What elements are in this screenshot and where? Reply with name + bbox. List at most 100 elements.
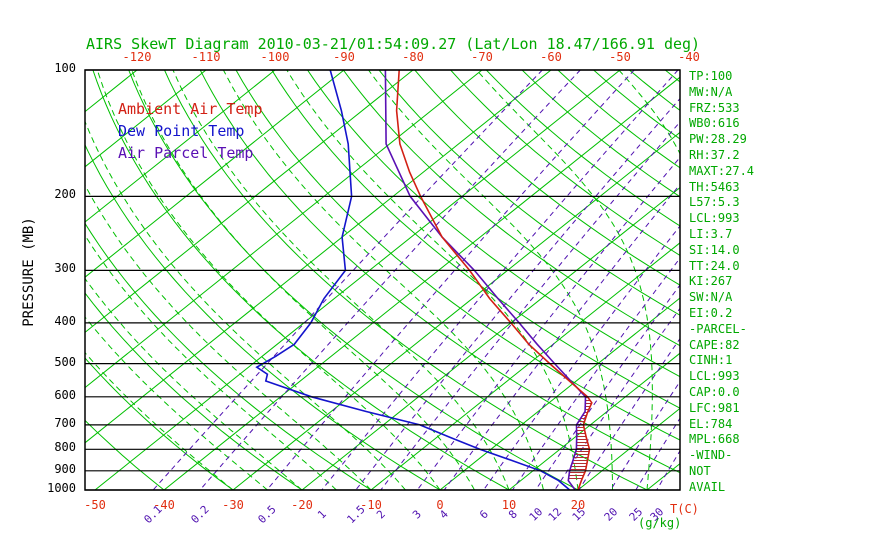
moist-adiabat-line (85, 184, 372, 490)
mixing-ratio-line (152, 70, 543, 490)
stat-line: LCL:993 (689, 369, 740, 384)
dry-adiabat-line (92, 70, 510, 490)
top-temp-tick: -100 (260, 50, 290, 64)
bottom-temp-tick: -20 (291, 498, 313, 512)
isotherm-line (508, 352, 680, 490)
stat-line: PW:28.29 (689, 132, 747, 147)
dry-adiabat-line (737, 70, 870, 490)
dry-adiabat-line (629, 70, 680, 112)
cin-hatch-region (568, 396, 592, 481)
temp-axis-unit-label: T(C) (670, 502, 699, 516)
stat-line: -WIND- (689, 448, 733, 463)
dry-adiabat-line (342, 70, 680, 347)
stat-line: RH:37.2 (689, 148, 740, 162)
moist-adiabat-line (96, 70, 441, 490)
isotherm-line (85, 70, 345, 278)
bottom-temp-tick: 0 (436, 498, 444, 512)
top-temp-tick: -60 (540, 50, 562, 64)
stat-line: CAP:0.0 (689, 385, 740, 399)
dry-adiabat-line (85, 357, 234, 490)
stat-line: LFC:981 (689, 400, 740, 415)
mixing-ratio-line (416, 156, 680, 490)
dry-adiabat-line (85, 292, 303, 490)
stat-line: CINH:1 (689, 353, 733, 368)
isotherm-line (85, 70, 276, 223)
pressure-tick: 1000 (47, 481, 76, 495)
isotherm-line (577, 407, 680, 490)
isotherm-line (301, 186, 680, 490)
pressure-tick: 300 (54, 261, 76, 276)
mixing-ratio-line (554, 307, 680, 490)
stat-line: MW:N/A (689, 84, 733, 99)
mixing-ratio-line (483, 225, 680, 490)
dry-adiabat-line (557, 70, 680, 169)
stat-line: EI:0.2 (689, 306, 733, 320)
stat-line: AVAIL (689, 479, 726, 494)
pressure-tick: 400 (54, 313, 76, 328)
moist-adiabat-line (172, 70, 510, 490)
mixing-ratio-line (355, 97, 680, 490)
moist-adiabat-line (222, 70, 544, 490)
moist-adiabat-line (85, 234, 337, 490)
stat-line: L57:5.3 (689, 195, 740, 210)
dry-adiabat-line (450, 70, 680, 257)
dry-adiabat-line (307, 70, 680, 378)
stat-line: LCL:993 (689, 211, 740, 226)
moist-adiabat-line (85, 120, 406, 490)
pressure-tick: 500 (54, 354, 76, 369)
dry-adiabat-line (485, 70, 680, 227)
stat-line: TH:5463 (689, 179, 740, 194)
isotherm-line (85, 70, 552, 444)
bottom-temp-tick: -50 (84, 498, 106, 512)
chart-title: AIRS SkewT Diagram 2010-03-21/01:54:09.2… (86, 35, 701, 53)
stat-line: KI:267 (689, 274, 733, 289)
stat-line: MPL:668 (689, 432, 740, 447)
mixing-ratio-line (635, 417, 680, 490)
pressure-tick: 700 (54, 415, 76, 430)
isotherm-line (94, 70, 621, 490)
dew-curve (255, 70, 571, 490)
legend-dew-point-temp: Dew Point Temp (118, 122, 245, 140)
top-temp-tick: -90 (333, 50, 355, 64)
stat-line: SI:14.0 (689, 242, 740, 257)
pressure-tick: 800 (54, 440, 76, 455)
moist-adiabat-line (286, 70, 579, 490)
dry-adiabat-line (85, 222, 372, 490)
isotherm-line (85, 70, 483, 389)
moist-adiabat-line (85, 316, 268, 490)
mixing-ratio-line (443, 183, 680, 490)
dry-adiabat-line (521, 70, 680, 198)
top-temp-tick: -50 (609, 50, 631, 64)
stat-line: LI:3.7 (689, 227, 733, 241)
stat-line: EL:784 (689, 416, 733, 431)
top-temp-tick: -110 (191, 50, 221, 64)
isotherm-line (232, 131, 680, 490)
stat-line: SW:N/A (689, 290, 733, 305)
bottom-temp-tick: -30 (222, 498, 244, 512)
dry-adiabat-line (235, 70, 680, 441)
bottom-temp-tick: 10 (501, 498, 517, 512)
mixing-ratio-unit-label: (g/kg) (638, 516, 682, 530)
moist-adiabat-line (85, 351, 234, 490)
stat-line: WB0:616 (689, 116, 740, 131)
plot-frame (84, 69, 681, 491)
pressure-tick: 600 (54, 387, 76, 402)
bottom-temp-tick: 20 (570, 498, 586, 512)
moist-adiabat-line (85, 277, 303, 490)
mixing-ratio-line (321, 70, 679, 490)
mixing-ratio-line (266, 70, 635, 490)
mixing-ratio-line (380, 121, 680, 490)
bottom-temp-tick: -10 (360, 498, 382, 512)
stat-line: TP:100 (689, 69, 733, 83)
stat-line: TT:24.0 (689, 258, 740, 273)
dry-adiabat-line (271, 70, 680, 409)
stat-line: -PARCEL- (689, 321, 747, 336)
moist-adiabat-line (131, 70, 475, 490)
legend-ambient-air-temp: Ambient Air Temp (118, 100, 263, 118)
parcel-curve (384, 70, 587, 490)
top-temp-tick: -40 (678, 50, 700, 64)
mixing-ratio-line (578, 337, 680, 490)
isotherm-line (370, 242, 680, 490)
